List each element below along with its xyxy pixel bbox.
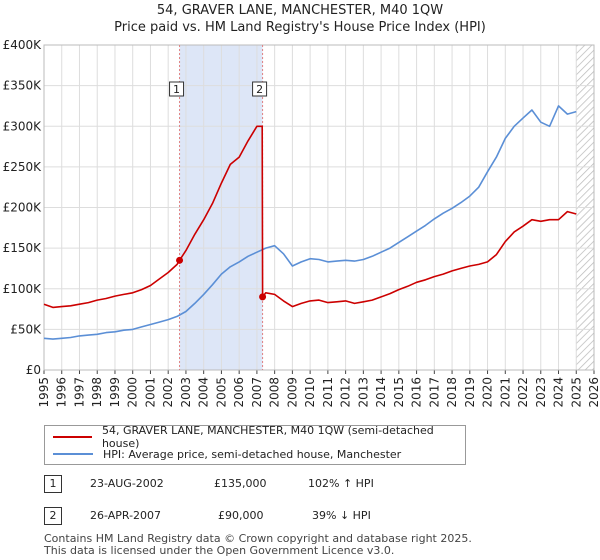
x-tick-label: 2001 [143,377,157,408]
price-chart: £0 £50K £100K £150K £200K £250K £300K £350K £400… [3,38,600,408]
x-tick-label: 2024 [552,377,566,408]
x-tick-label: 2014 [374,377,388,408]
y-tick-label: £400K [3,38,43,52]
transaction-2-hpi: 39% ↓ HPI [312,509,371,522]
x-tick-label: 2021 [498,377,512,408]
y-tick-label: £300K [3,119,43,133]
series-line-property [43,125,577,309]
transaction-1-price: £135,000 [214,477,267,490]
footer-copyright: Contains HM Land Registry data © Crown c… [44,532,472,545]
x-tick-label: 2025 [569,377,583,408]
y-tick-label: £200K [3,201,43,215]
x-tick-label: 2000 [126,377,140,408]
chart-subtitle: Price paid vs. HM Land Registry's House … [114,20,486,35]
sale-2-label-box [252,81,268,97]
x-tick-label: 2009 [285,377,299,408]
x-tick-label: 2017 [427,377,441,408]
x-tick-label: 2013 [356,377,370,408]
x-tick-label: 2023 [534,377,548,408]
x-tick-label: 2006 [232,377,246,408]
x-tick-label: 2004 [197,377,211,408]
sale-1-label-box [169,81,185,97]
x-tick-label: 2012 [339,377,353,408]
x-tick-label: 2005 [214,377,228,408]
y-tick-label: £100K [3,282,43,296]
legend-item-property: 54, GRAVER LANE, MANCHESTER, M40 1QW (se… [53,424,465,450]
x-tick-label: 1999 [108,377,122,408]
transaction-1-badge: 1 [44,475,62,493]
footer-license: This data is licensed under the Open Gov… [44,544,395,557]
legend-swatch-red [53,436,92,438]
x-tick-label: 2015 [392,377,406,408]
x-tick-label: 2019 [463,377,477,408]
sale-2-label: 2 [256,83,263,96]
legend-label-hpi: HPI: Average price, semi-detached house,… [103,447,402,461]
legend-label-property: 54, GRAVER LANE, MANCHESTER, M40 1QW (se… [101,424,434,450]
transaction-1-date: 23-AUG-2002 [90,477,164,490]
x-tick-label: 2026 [587,377,600,408]
x-tick-label: 2011 [321,377,335,408]
transaction-2-price: £90,000 [218,509,264,522]
x-tick-label: 2008 [268,377,282,408]
x-tick-label: 1996 [55,377,69,408]
x-tick-label: 1997 [72,377,86,408]
x-tick-label: 2020 [481,377,495,408]
x-tick-label: 2022 [516,377,530,408]
series-line-hpi [43,105,577,340]
x-tick-label: 2016 [410,377,424,408]
sale-1-point [176,256,184,264]
y-tick-label: £0 [26,363,41,377]
chart-title: 54, GRAVER LANE, MANCHESTER, M40 1QW [156,3,444,18]
y-tick-label: £150K [3,241,43,255]
x-tick-label: 2018 [445,377,459,408]
sale-1-label: 1 [173,83,180,96]
legend-item-hpi: HPI: Average price, semi-detached house,… [53,446,401,462]
x-tick-label: 2010 [303,377,317,408]
x-tick-label: 2002 [161,377,175,408]
legend: 54, GRAVER LANE, MANCHESTER, M40 1QW (se… [44,424,466,465]
transaction-1-hpi: 102% ↑ HPI [308,477,374,490]
x-tick-label: 1995 [37,377,51,408]
sale-2-point [259,293,267,301]
transaction-2-date: 26-APR-2007 [90,509,162,522]
x-tick-label: 1998 [90,377,104,408]
transaction-2-badge: 2 [44,507,62,525]
legend-swatch-blue [53,453,93,455]
x-tick-label: 2003 [179,377,193,408]
y-tick-label: £250K [3,160,43,174]
y-tick-label: £350K [3,79,43,93]
x-tick-label: 2007 [250,377,264,408]
plot-frame [43,44,595,371]
y-tick-label: £50K [10,322,42,336]
